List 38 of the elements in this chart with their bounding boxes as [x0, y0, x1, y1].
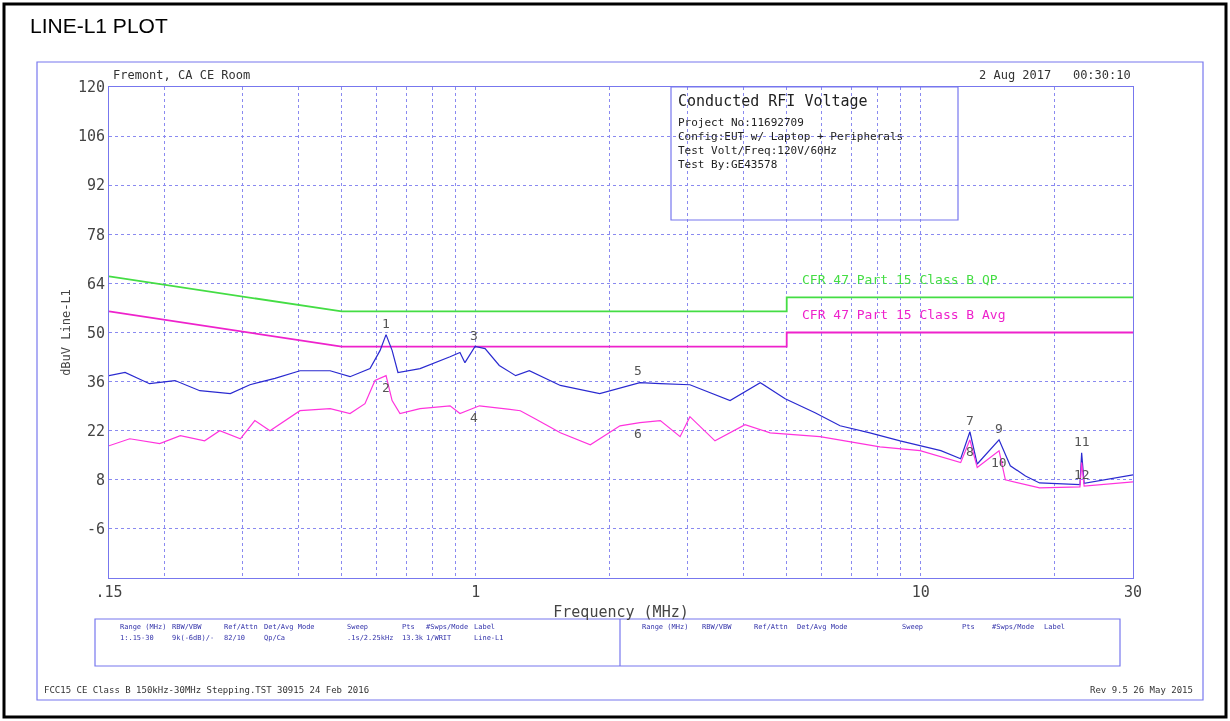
annotation: Test By:GE43578 — [678, 158, 778, 171]
annotation: 8 — [966, 444, 974, 459]
y-tick-label: 36 — [86, 372, 105, 391]
annotation: 5 — [634, 363, 642, 378]
x-axis-title: Frequency (MHz) — [553, 603, 689, 621]
series-label: CFR 47 Part 15 Class B Avg — [802, 307, 1006, 322]
y-axis-title: dBuV Line-L1 — [59, 289, 74, 376]
annotation: 4 — [470, 410, 478, 425]
x-tick-label: 10 — [911, 583, 930, 601]
annotation: 11 — [1074, 434, 1090, 449]
chart-title: LINE-L1 PLOT — [30, 14, 168, 38]
y-tick-label: 22 — [86, 421, 105, 440]
y-tick-label: 50 — [86, 323, 105, 342]
text: Fremont, CA CE Room — [113, 68, 251, 82]
y-tick-label: 78 — [86, 225, 105, 244]
x-tick-label: 30 — [1123, 583, 1143, 601]
text: Rev 9.5 26 May 2015 — [1090, 685, 1193, 695]
x-tick-label: 1 — [471, 583, 481, 601]
text: 2 Aug 2017 00:30:10 — [979, 68, 1131, 82]
y-tick-label: 106 — [77, 127, 105, 146]
x-tick-label: .15 — [95, 583, 123, 601]
annotation: 1 — [382, 316, 390, 331]
annotation: 7 — [966, 413, 974, 428]
text: FCC15 CE Class B 150kHz-30MHz Stepping.TST 30915 24 Feb 2016 — [44, 685, 370, 695]
annotation: Conducted RFI Voltage — [678, 92, 868, 110]
y-tick-label: 8 — [95, 471, 105, 490]
annotation: 6 — [634, 426, 642, 441]
annotation: 2 — [382, 380, 390, 395]
annotation: Config:EUT w/ Laptop + Peripherals — [678, 130, 904, 143]
y-tick-label: 92 — [86, 176, 105, 195]
annotation: Test Volt/Freq:120V/60Hz — [678, 144, 837, 157]
series-label: CFR 47 Part 15 Class B QP — [802, 272, 998, 287]
annotation: 3 — [470, 328, 478, 343]
annotation: Project No:11692709 — [678, 116, 804, 129]
y-tick-label: 120 — [77, 78, 105, 97]
y-tick-label: -6 — [86, 520, 105, 539]
annotation: 9 — [995, 421, 1003, 436]
y-tick-label: 64 — [86, 274, 105, 293]
